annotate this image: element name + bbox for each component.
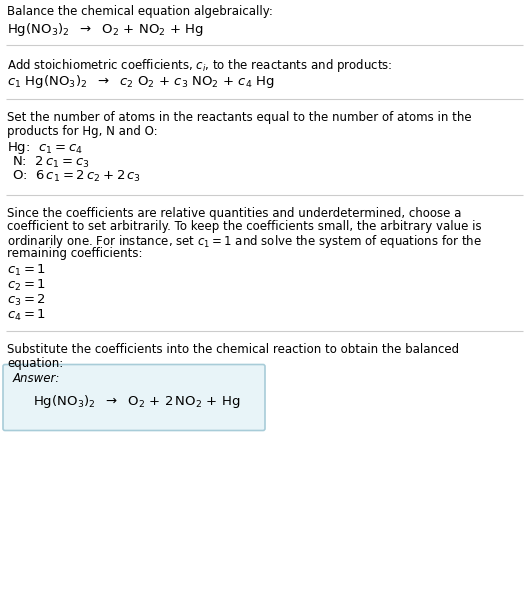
Text: $\mathrm{O}$:  $6\,c_1 = 2\,c_2 + 2\,c_3$: $\mathrm{O}$: $6\,c_1 = 2\,c_2 + 2\,c_3$ [12, 169, 141, 183]
Text: Set the number of atoms in the reactants equal to the number of atoms in the: Set the number of atoms in the reactants… [7, 111, 472, 124]
Text: $\mathrm{Hg(NO_3)_2}$  $\rightarrow$  $\mathrm{O_2}$ $+$ $2\,\mathrm{NO_2}$ $+$ : $\mathrm{Hg(NO_3)_2}$ $\rightarrow$ $\ma… [33, 393, 240, 410]
Text: equation:: equation: [7, 356, 63, 370]
Text: $\mathrm{Hg}$:  $c_1 = c_4$: $\mathrm{Hg}$: $c_1 = c_4$ [7, 140, 83, 157]
Text: Substitute the coefficients into the chemical reaction to obtain the balanced: Substitute the coefficients into the che… [7, 343, 459, 356]
Text: Balance the chemical equation algebraically:: Balance the chemical equation algebraica… [7, 5, 273, 18]
Text: Answer:: Answer: [13, 373, 60, 385]
Text: Since the coefficients are relative quantities and underdetermined, choose a: Since the coefficients are relative quan… [7, 206, 461, 220]
Text: remaining coefficients:: remaining coefficients: [7, 247, 142, 260]
Text: Add stoichiometric coefficients, $c_i$, to the reactants and products:: Add stoichiometric coefficients, $c_i$, … [7, 57, 393, 74]
FancyBboxPatch shape [3, 364, 265, 430]
Text: $c_4 = 1$: $c_4 = 1$ [7, 308, 46, 323]
Text: products for Hg, N and O:: products for Hg, N and O: [7, 124, 158, 138]
Text: $c_3 = 2$: $c_3 = 2$ [7, 293, 46, 308]
Text: $\mathrm{Hg(NO_3)_2}$  $\rightarrow$  $\mathrm{O_2}$ $+$ $\mathrm{NO_2}$ $+$ $\m: $\mathrm{Hg(NO_3)_2}$ $\rightarrow$ $\ma… [7, 21, 204, 38]
Text: $c_2 = 1$: $c_2 = 1$ [7, 278, 46, 293]
Text: ordinarily one. For instance, set $c_1 = 1$ and solve the system of equations fo: ordinarily one. For instance, set $c_1 =… [7, 234, 482, 251]
Text: coefficient to set arbitrarily. To keep the coefficients small, the arbitrary va: coefficient to set arbitrarily. To keep … [7, 220, 481, 233]
Text: $c_1$ $\mathrm{Hg(NO_3)_2}$  $\rightarrow$  $c_2$ $\mathrm{O_2}$ $+$ $c_3$ $\mat: $c_1$ $\mathrm{Hg(NO_3)_2}$ $\rightarrow… [7, 73, 275, 90]
Text: $c_1 = 1$: $c_1 = 1$ [7, 263, 46, 278]
Text: $\mathrm{N}$:  $2\,c_1 = c_3$: $\mathrm{N}$: $2\,c_1 = c_3$ [12, 155, 89, 169]
